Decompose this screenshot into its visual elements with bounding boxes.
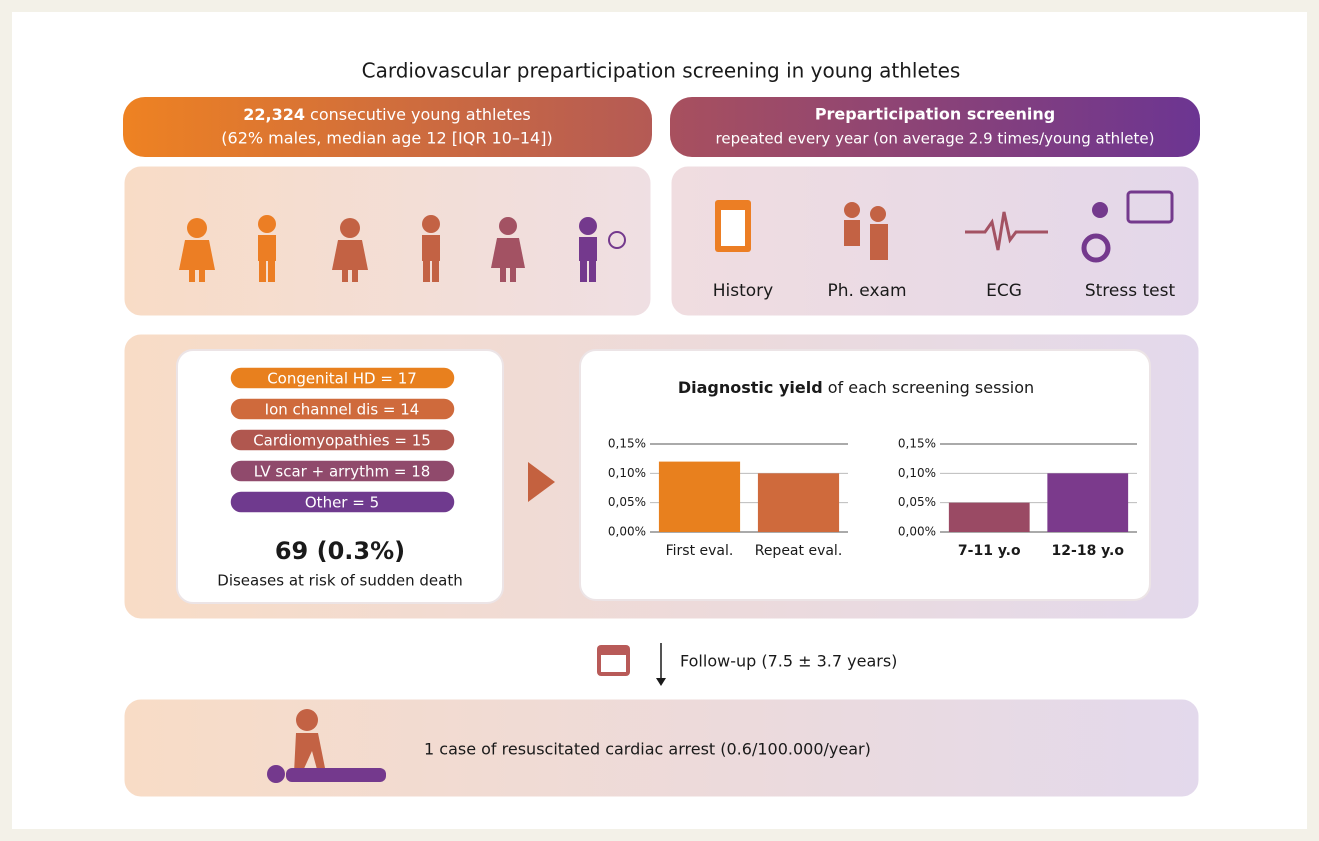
y-tick-label: 0,15% bbox=[898, 437, 936, 451]
screening-detail: repeated every year (on average 2.9 time… bbox=[716, 130, 1155, 148]
total: 69 (0.3%) bbox=[275, 537, 405, 565]
followup: Follow-up (7.5 ± 3.7 years) bbox=[680, 652, 897, 671]
disease-label: LV scar + arrythm = 18 bbox=[254, 463, 431, 481]
disease-label: Other = 5 bbox=[305, 494, 379, 512]
disease-label: Congenital HD = 17 bbox=[267, 370, 417, 388]
cohort-line: 22,324 consecutive young athletes bbox=[243, 105, 531, 124]
bar bbox=[949, 503, 1030, 532]
yield-title-text: of each screening session bbox=[823, 378, 1035, 397]
disease-label: Ion channel dis = 14 bbox=[265, 401, 420, 419]
y-tick-label: 0,00% bbox=[608, 525, 646, 539]
bar bbox=[659, 462, 740, 532]
x-tick-label: 7-11 y.o bbox=[958, 543, 1021, 559]
outcome: 1 case of resuscitated cardiac arrest (0… bbox=[424, 740, 871, 759]
step-label: History bbox=[713, 281, 773, 301]
step-label: Ph. exam bbox=[827, 281, 906, 301]
y-tick-label: 0,10% bbox=[608, 466, 646, 480]
step-label: Stress test bbox=[1085, 281, 1176, 301]
cohort-count: 22,324 bbox=[243, 105, 305, 124]
y-tick-label: 0,05% bbox=[608, 495, 646, 509]
x-tick-label: Repeat eval. bbox=[755, 543, 843, 559]
cohort-text: consecutive young athletes bbox=[305, 105, 531, 124]
total-caption: Diseases at risk of sudden death bbox=[217, 572, 462, 590]
title: Cardiovascular preparticipation screenin… bbox=[362, 59, 961, 83]
y-tick-label: 0,00% bbox=[898, 525, 936, 539]
y-tick-label: 0,15% bbox=[608, 437, 646, 451]
disease-label: Cardiomyopathies = 15 bbox=[253, 432, 431, 450]
yield-title: Diagnostic yield of each screening sessi… bbox=[678, 378, 1034, 397]
screening-title: Preparticipation screening bbox=[815, 105, 1055, 124]
y-tick-label: 0,05% bbox=[898, 495, 936, 509]
x-tick-label: First eval. bbox=[666, 543, 734, 559]
x-tick-label: 12-18 y.o bbox=[1052, 543, 1125, 559]
page: {"title":"Cardiovascular preparticipatio… bbox=[0, 0, 1319, 841]
yield-title-bold: Diagnostic yield bbox=[678, 378, 823, 397]
bar bbox=[758, 473, 839, 532]
bar bbox=[1047, 473, 1128, 532]
step-label: ECG bbox=[986, 281, 1022, 301]
infographic: Cardiovascular preparticipation screenin… bbox=[0, 0, 1319, 841]
y-tick-label: 0,10% bbox=[898, 466, 936, 480]
calendar-icon bbox=[597, 645, 630, 676]
cohort-detail: (62% males, median age 12 [IQR 10–14]) bbox=[221, 129, 552, 148]
